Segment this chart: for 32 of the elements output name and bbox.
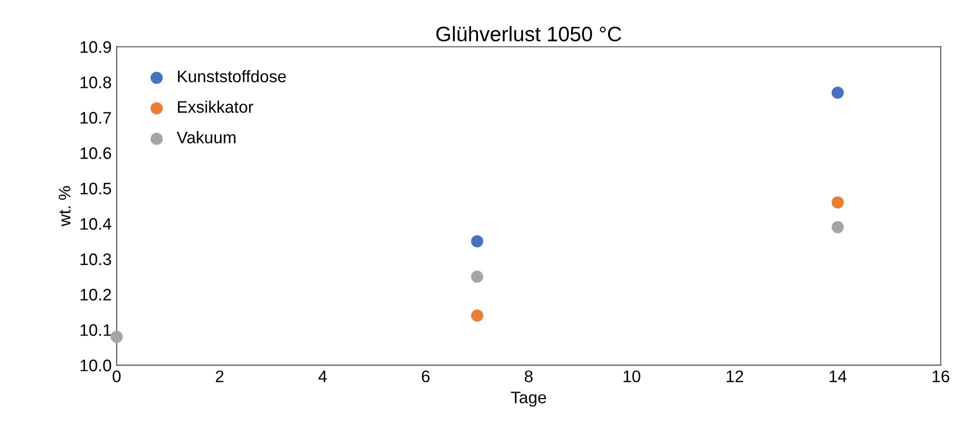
x-tick-label: 4 [318, 370, 327, 382]
y-axis-title: wt. % [58, 186, 70, 226]
y-tick-label: 10.0 [80, 360, 112, 372]
x-tick-label: 0 [112, 370, 121, 382]
x-tick-label: 14 [830, 370, 846, 382]
point [832, 221, 844, 234]
legend-label: Vakuum [176, 131, 236, 144]
y-tick-label: 10.6 [80, 147, 112, 160]
point [832, 196, 844, 208]
point [471, 270, 484, 283]
y-tick-label: 10.5 [80, 182, 112, 194]
x-tick-label: 12 [726, 370, 744, 382]
y-tick-label: 10.4 [80, 218, 112, 230]
y-tick-label: 10.9 [80, 41, 111, 53]
legend-label: Exsikkator [178, 100, 254, 113]
chart-title: Glühverlust 1050 °C [436, 26, 622, 42]
x-axis-title: Tage [510, 392, 546, 407]
point [471, 310, 484, 322]
y-tick-label: 10.3 [80, 253, 112, 266]
x-tick-label: 8 [524, 370, 533, 382]
x-tick-label: 10 [624, 370, 640, 382]
legend-label: Kunststoffdose [178, 70, 286, 82]
x-tick-label: 6 [422, 370, 430, 382]
y-tick-label: 10.8 [80, 76, 112, 88]
point [832, 86, 844, 99]
y-tick-label: 10.7 [80, 112, 111, 124]
y-tick-label: 10.1 [80, 324, 111, 336]
x-tick-label: 16 [932, 370, 950, 382]
x-tick-label: 2 [216, 370, 224, 382]
y-tick-label: 10.2 [80, 288, 111, 301]
point [471, 235, 484, 248]
point [110, 330, 123, 343]
